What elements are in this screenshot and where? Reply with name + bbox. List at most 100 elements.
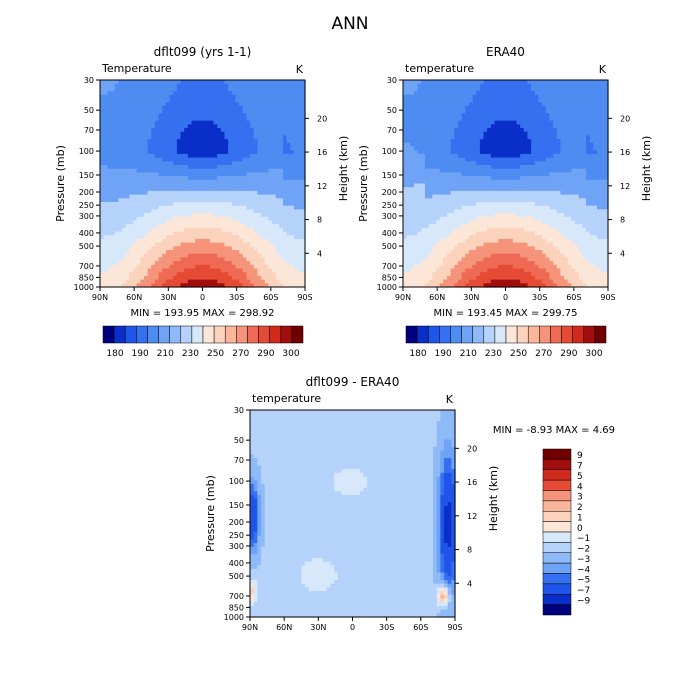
field-cell [180,172,185,177]
colorbar-box [169,325,182,344]
field-cell [498,172,503,177]
field-cell [571,113,576,118]
field-cell [564,187,569,192]
field-cell [202,120,207,125]
field-cell [114,279,119,284]
field-cell [439,194,444,199]
field-cell [487,190,492,196]
field-cell [578,161,583,166]
field-cell [465,116,470,122]
field-cell [454,161,459,166]
field-cell [553,102,558,107]
field-cell [290,235,295,240]
field-cell [187,264,193,270]
field-cell [242,142,248,148]
field-cell [187,124,193,129]
field-cell [512,194,518,199]
field-cell [242,139,248,144]
field-cell [246,272,251,277]
field-cell [114,183,119,188]
field-cell [523,146,529,151]
field-cell [454,124,459,129]
field-cell [129,102,134,107]
field-cell [140,176,145,181]
field-cell [257,80,262,85]
field-cell [261,80,266,85]
field-cell [209,102,215,107]
field-cell [158,168,163,174]
field-cell [294,272,299,277]
field-cell [118,105,123,111]
field-cell [553,187,558,192]
field-cell [129,250,134,255]
field-cell [103,220,108,225]
field-cell [479,146,485,151]
field-cell [132,98,138,103]
field-cell [165,190,171,196]
field-cell [567,98,572,103]
field-cell [523,139,529,144]
field-cell [231,80,237,85]
field-cell [228,231,233,236]
field-cell [176,201,182,207]
field-cell [143,209,149,214]
field-cell [195,224,200,229]
field-cell [158,150,163,155]
field-cell [432,142,437,148]
y-tick-label: 1000 [74,283,94,292]
field-cell [198,220,204,225]
field-cell [534,187,540,192]
field-cell [129,201,134,207]
field-cell [239,275,244,281]
field-cell [217,261,222,266]
field-cell [147,176,152,181]
field-cell [520,102,525,107]
field-cell [476,98,481,103]
field-cell [549,168,554,174]
field-cell [191,165,196,170]
field-cell [220,235,226,240]
field-cell [191,231,196,236]
field-cell [578,83,583,88]
field-cell [147,91,152,96]
field-cell [531,168,536,174]
field-cell [213,257,218,262]
field-cell [301,235,306,240]
field-cell [209,257,215,262]
field-cell [403,172,408,177]
field-cell [121,102,127,107]
field-cell [443,135,448,140]
field-cell [224,179,229,185]
field-cell [468,176,474,181]
field-cell [301,183,306,188]
field-cell [435,165,441,170]
field-cell [235,253,240,259]
field-cell [272,250,277,255]
field-cell [118,113,123,118]
field-cell [202,179,207,185]
field-cell [461,194,466,199]
field-cell [575,120,580,125]
field-cell [275,194,280,199]
field-cell [479,135,485,140]
field-cell [264,205,269,210]
field-cell [290,238,295,244]
field-cell [261,165,266,170]
field-cell [180,124,185,129]
field-cell [556,187,562,192]
field-cell [545,190,551,196]
field-cell [107,87,112,92]
field-cell [279,91,284,96]
field-cell [235,190,240,196]
field-cell [450,139,455,144]
field-cell [534,142,540,148]
field-cell [553,91,558,96]
field-cell [253,261,259,266]
field-cell [220,161,226,166]
field-cell [424,194,430,199]
field-cell [209,139,215,144]
field-cell [162,139,167,144]
field-cell [231,272,237,277]
field-cell [250,124,255,129]
field-cell [575,83,580,88]
